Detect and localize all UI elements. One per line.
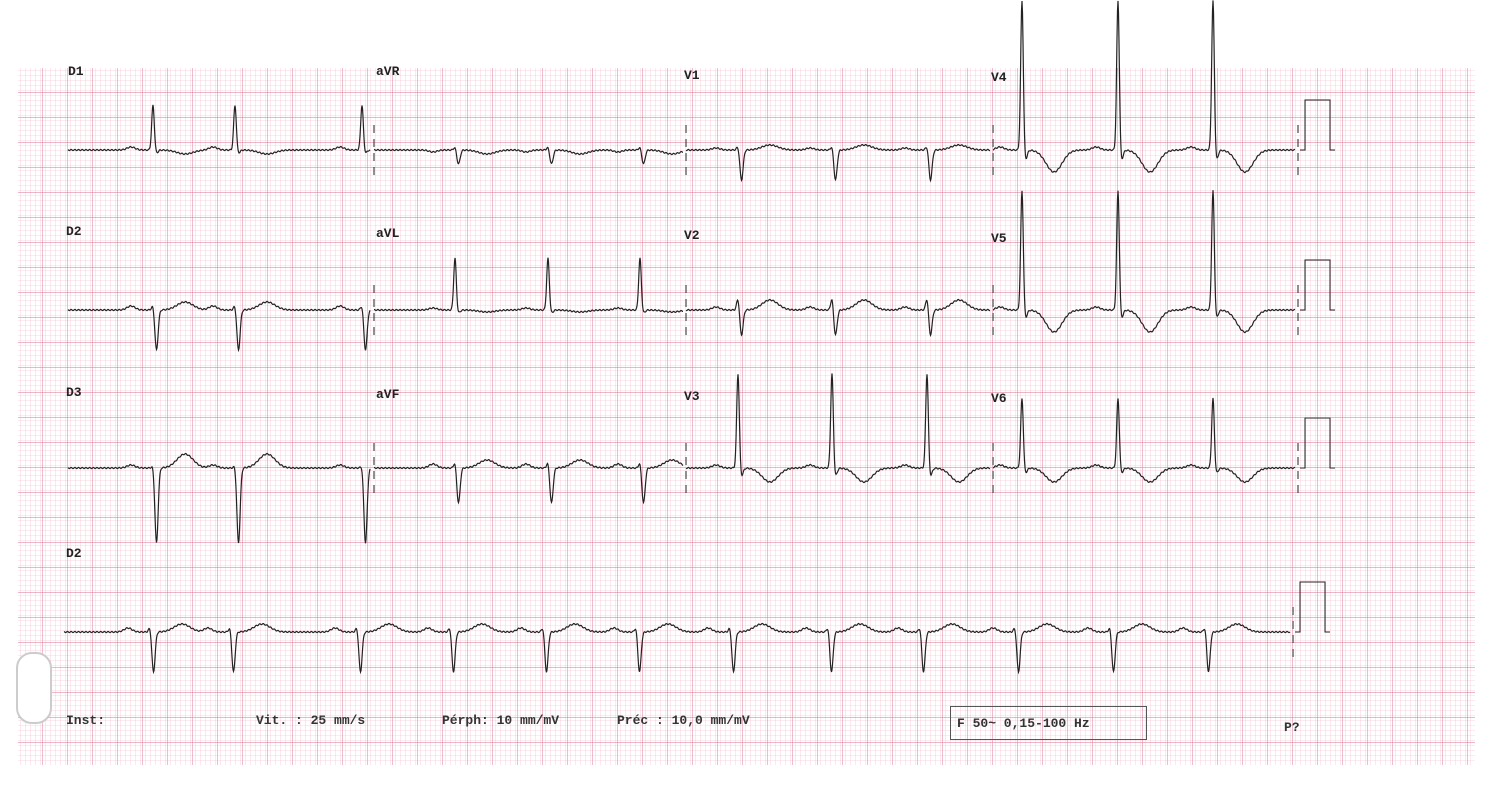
lead-label-avf: aVF [376, 387, 400, 402]
instrument-label: Inst: [66, 713, 106, 728]
calibration-pulse [1295, 581, 1330, 633]
trace-v1 [685, 143, 991, 183]
filter-settings: F 50~ 0,15-100 Hz [950, 706, 1147, 740]
trace-v2 [685, 298, 991, 338]
lead-label-d1: D1 [68, 64, 84, 79]
peripheral-gain: Pérph: 10 mm/mV [442, 713, 560, 728]
lead-label-d2: D2 [66, 224, 82, 239]
trace-d1 [67, 104, 371, 156]
calibration-pulse [1300, 99, 1335, 151]
trace-v6 [992, 397, 1296, 484]
lead-label-v2: V2 [684, 228, 700, 243]
calibration-pulse [1300, 259, 1335, 311]
trace-rhythm-d2 [63, 622, 1291, 675]
paper-speed: Vit. : 25 mm/s [256, 713, 366, 728]
trace-d3 [67, 452, 371, 544]
lead-label-d3: D3 [66, 385, 82, 400]
lead-label-avr: aVR [376, 64, 400, 79]
ecg-grid [18, 68, 1475, 765]
lead-label-v5: V5 [991, 231, 1007, 246]
trace-v3 [685, 373, 991, 484]
paper-clip-mark [16, 652, 52, 724]
lead-label-avl: aVL [376, 226, 400, 241]
trace-v5 [992, 190, 1296, 334]
trace-v4 [992, 0, 1296, 174]
trace-avl [373, 257, 683, 314]
lead-label-v4: V4 [991, 70, 1007, 85]
trace-avr [373, 146, 684, 165]
precordial-gain: Préc : 10,0 mm/mV [617, 713, 750, 728]
lead-label-v6: V6 [991, 391, 1007, 406]
calibration-pulse [1300, 417, 1335, 469]
filter-text: F 50~ 0,15-100 Hz [957, 716, 1090, 731]
p-marker: P? [1284, 720, 1300, 735]
trace-avf [373, 458, 684, 505]
lead-label-rhythm-d2: D2 [66, 546, 82, 561]
lead-label-v3: V3 [684, 389, 700, 404]
lead-label-v1: V1 [684, 68, 700, 83]
trace-d2 [67, 300, 371, 353]
